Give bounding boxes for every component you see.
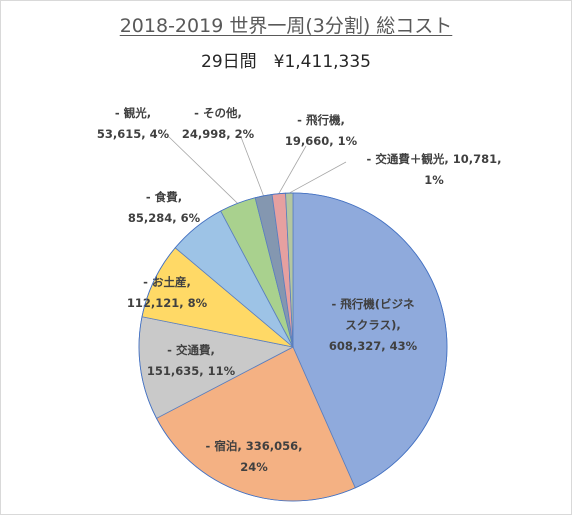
leader-line-8 <box>278 145 307 194</box>
leader-line-6 <box>168 136 238 204</box>
pie-outline <box>138 192 448 502</box>
data-label-3: - 交通費, 151,635, 11% <box>147 343 236 378</box>
data-label-6: - 観光, 53,615, 4% <box>97 106 170 141</box>
data-label-1: - 飛行機(ビジネスクラス), 608,327, 43% <box>329 297 418 353</box>
leader-line-7 <box>240 136 264 196</box>
chart-title: 2018-2019 世界一周(3分割) 総コスト <box>119 15 453 37</box>
data-label-8: - 飛行機, 19,660, 1% <box>285 113 358 148</box>
leader-line-9 <box>289 161 347 194</box>
data-label-7: - その他, 24,998, 2% <box>182 106 255 141</box>
data-label-5: - 食費, 85,284, 6% <box>128 190 201 225</box>
data-label-2: - 宿泊, 336,056, 24% <box>206 439 303 474</box>
data-label-9: - 交通費＋観光, 10,781, 1% <box>367 152 502 187</box>
chart-subtitle: 29日間 ¥1,411,335 <box>201 52 371 72</box>
